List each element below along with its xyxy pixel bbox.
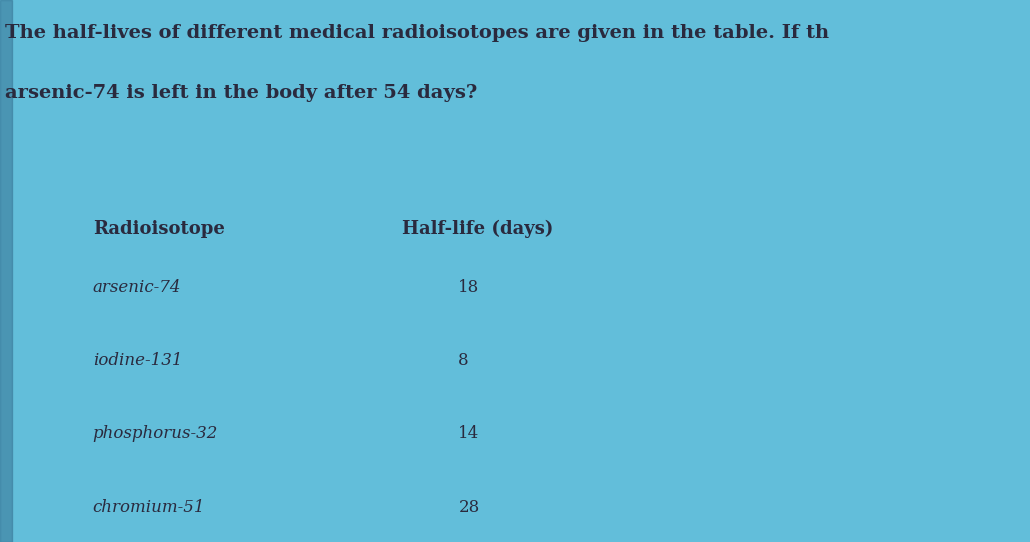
Text: arsenic-74 is left in the body after 54 days?: arsenic-74 is left in the body after 54 …: [5, 84, 477, 102]
Text: 28: 28: [458, 499, 480, 515]
Text: phosphorus-32: phosphorus-32: [93, 425, 218, 442]
Text: Half-life (days): Half-life (days): [402, 220, 553, 238]
Bar: [0, 0, 12, 542]
Text: chromium-51: chromium-51: [93, 499, 205, 515]
Text: Radioisotope: Radioisotope: [93, 220, 225, 237]
Text: arsenic-74: arsenic-74: [93, 279, 181, 296]
Text: 8: 8: [458, 352, 469, 369]
Text: 14: 14: [458, 425, 480, 442]
Text: iodine-131: iodine-131: [93, 352, 182, 369]
Text: 18: 18: [458, 279, 480, 296]
Text: The half-lives of different medical radioisotopes are given in the table. If th: The half-lives of different medical radi…: [5, 24, 829, 42]
